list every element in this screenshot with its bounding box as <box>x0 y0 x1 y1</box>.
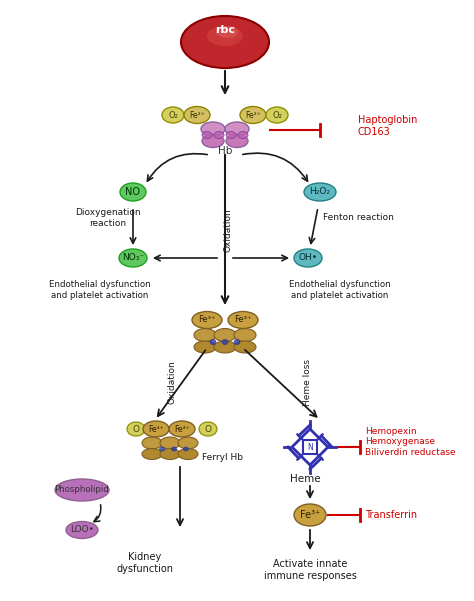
Text: Fe²⁺: Fe²⁺ <box>189 111 205 120</box>
Ellipse shape <box>226 135 248 147</box>
Ellipse shape <box>142 437 162 449</box>
Text: Activate innate
immune responses: Activate innate immune responses <box>264 559 356 581</box>
Ellipse shape <box>225 122 249 136</box>
Ellipse shape <box>55 479 109 501</box>
Text: rbc: rbc <box>215 25 235 35</box>
Text: Kidney
dysfunction: Kidney dysfunction <box>117 552 173 574</box>
Text: Phospholipid: Phospholipid <box>55 486 109 495</box>
Ellipse shape <box>207 26 243 46</box>
Ellipse shape <box>201 122 225 136</box>
Ellipse shape <box>228 311 258 329</box>
Ellipse shape <box>199 422 217 436</box>
Ellipse shape <box>194 341 216 353</box>
Text: NO: NO <box>126 187 140 197</box>
Text: NO₃⁻: NO₃⁻ <box>122 254 144 263</box>
Ellipse shape <box>226 132 236 138</box>
Text: Endothelial dysfunction
and platelet activation: Endothelial dysfunction and platelet act… <box>49 280 151 300</box>
Ellipse shape <box>162 107 184 123</box>
Text: H₂O₂: H₂O₂ <box>310 188 330 197</box>
Text: Fe⁴⁺: Fe⁴⁺ <box>174 424 190 433</box>
Ellipse shape <box>240 106 266 123</box>
Text: Fe²⁺: Fe²⁺ <box>245 111 261 120</box>
Ellipse shape <box>194 329 216 341</box>
Ellipse shape <box>120 183 146 201</box>
Ellipse shape <box>142 448 162 460</box>
Text: Hb: Hb <box>218 146 232 156</box>
Text: Fe³⁺: Fe³⁺ <box>198 316 216 325</box>
Ellipse shape <box>214 341 236 353</box>
Ellipse shape <box>234 340 240 344</box>
Text: LOO•: LOO• <box>70 525 94 534</box>
Ellipse shape <box>214 132 224 138</box>
Text: Oxidation: Oxidation <box>224 208 233 252</box>
Ellipse shape <box>169 421 195 437</box>
Ellipse shape <box>294 249 322 267</box>
Text: Haptoglobin
CD163: Haptoglobin CD163 <box>358 115 418 137</box>
Ellipse shape <box>127 422 145 436</box>
Ellipse shape <box>159 447 164 451</box>
Ellipse shape <box>238 132 248 138</box>
Ellipse shape <box>143 421 169 437</box>
Ellipse shape <box>181 16 269 68</box>
Text: O₂: O₂ <box>168 111 178 120</box>
Text: Fe³⁺: Fe³⁺ <box>300 510 320 520</box>
Text: Hemopexin
Hemoxygenase
Biliverdin reductase: Hemopexin Hemoxygenase Biliverdin reduct… <box>365 427 456 457</box>
Ellipse shape <box>192 311 222 329</box>
Ellipse shape <box>160 448 180 460</box>
Text: Fe⁴⁺: Fe⁴⁺ <box>148 424 164 433</box>
Ellipse shape <box>183 447 189 451</box>
Ellipse shape <box>210 340 216 344</box>
Ellipse shape <box>66 522 98 538</box>
Ellipse shape <box>294 504 326 526</box>
Ellipse shape <box>184 106 210 123</box>
Text: Fe³⁺: Fe³⁺ <box>234 316 252 325</box>
Text: Heme loss: Heme loss <box>303 359 312 406</box>
Ellipse shape <box>202 135 224 147</box>
Ellipse shape <box>160 437 180 449</box>
Ellipse shape <box>304 183 336 201</box>
Text: Oxidation: Oxidation <box>167 360 176 404</box>
Ellipse shape <box>234 341 256 353</box>
Ellipse shape <box>202 132 212 138</box>
Ellipse shape <box>222 340 228 344</box>
Text: O₂: O₂ <box>272 111 282 120</box>
Text: Ferryl Hb: Ferryl Hb <box>202 454 243 463</box>
Text: O: O <box>133 424 139 433</box>
Ellipse shape <box>266 107 288 123</box>
Text: N: N <box>307 442 313 451</box>
Ellipse shape <box>178 437 198 449</box>
Ellipse shape <box>214 329 236 341</box>
Text: Transferrin: Transferrin <box>365 510 417 520</box>
Ellipse shape <box>119 249 147 267</box>
Text: Endothelial dysfunction
and platelet activation: Endothelial dysfunction and platelet act… <box>289 280 391 300</box>
Text: Heme: Heme <box>290 474 320 484</box>
Ellipse shape <box>178 448 198 460</box>
Text: Dioxygenation
reaction: Dioxygenation reaction <box>75 209 141 228</box>
Text: O: O <box>204 424 211 433</box>
Text: Fenton reaction: Fenton reaction <box>323 213 394 222</box>
Ellipse shape <box>216 26 238 38</box>
Text: OH•: OH• <box>299 254 318 263</box>
Ellipse shape <box>234 329 256 341</box>
Ellipse shape <box>172 447 176 451</box>
